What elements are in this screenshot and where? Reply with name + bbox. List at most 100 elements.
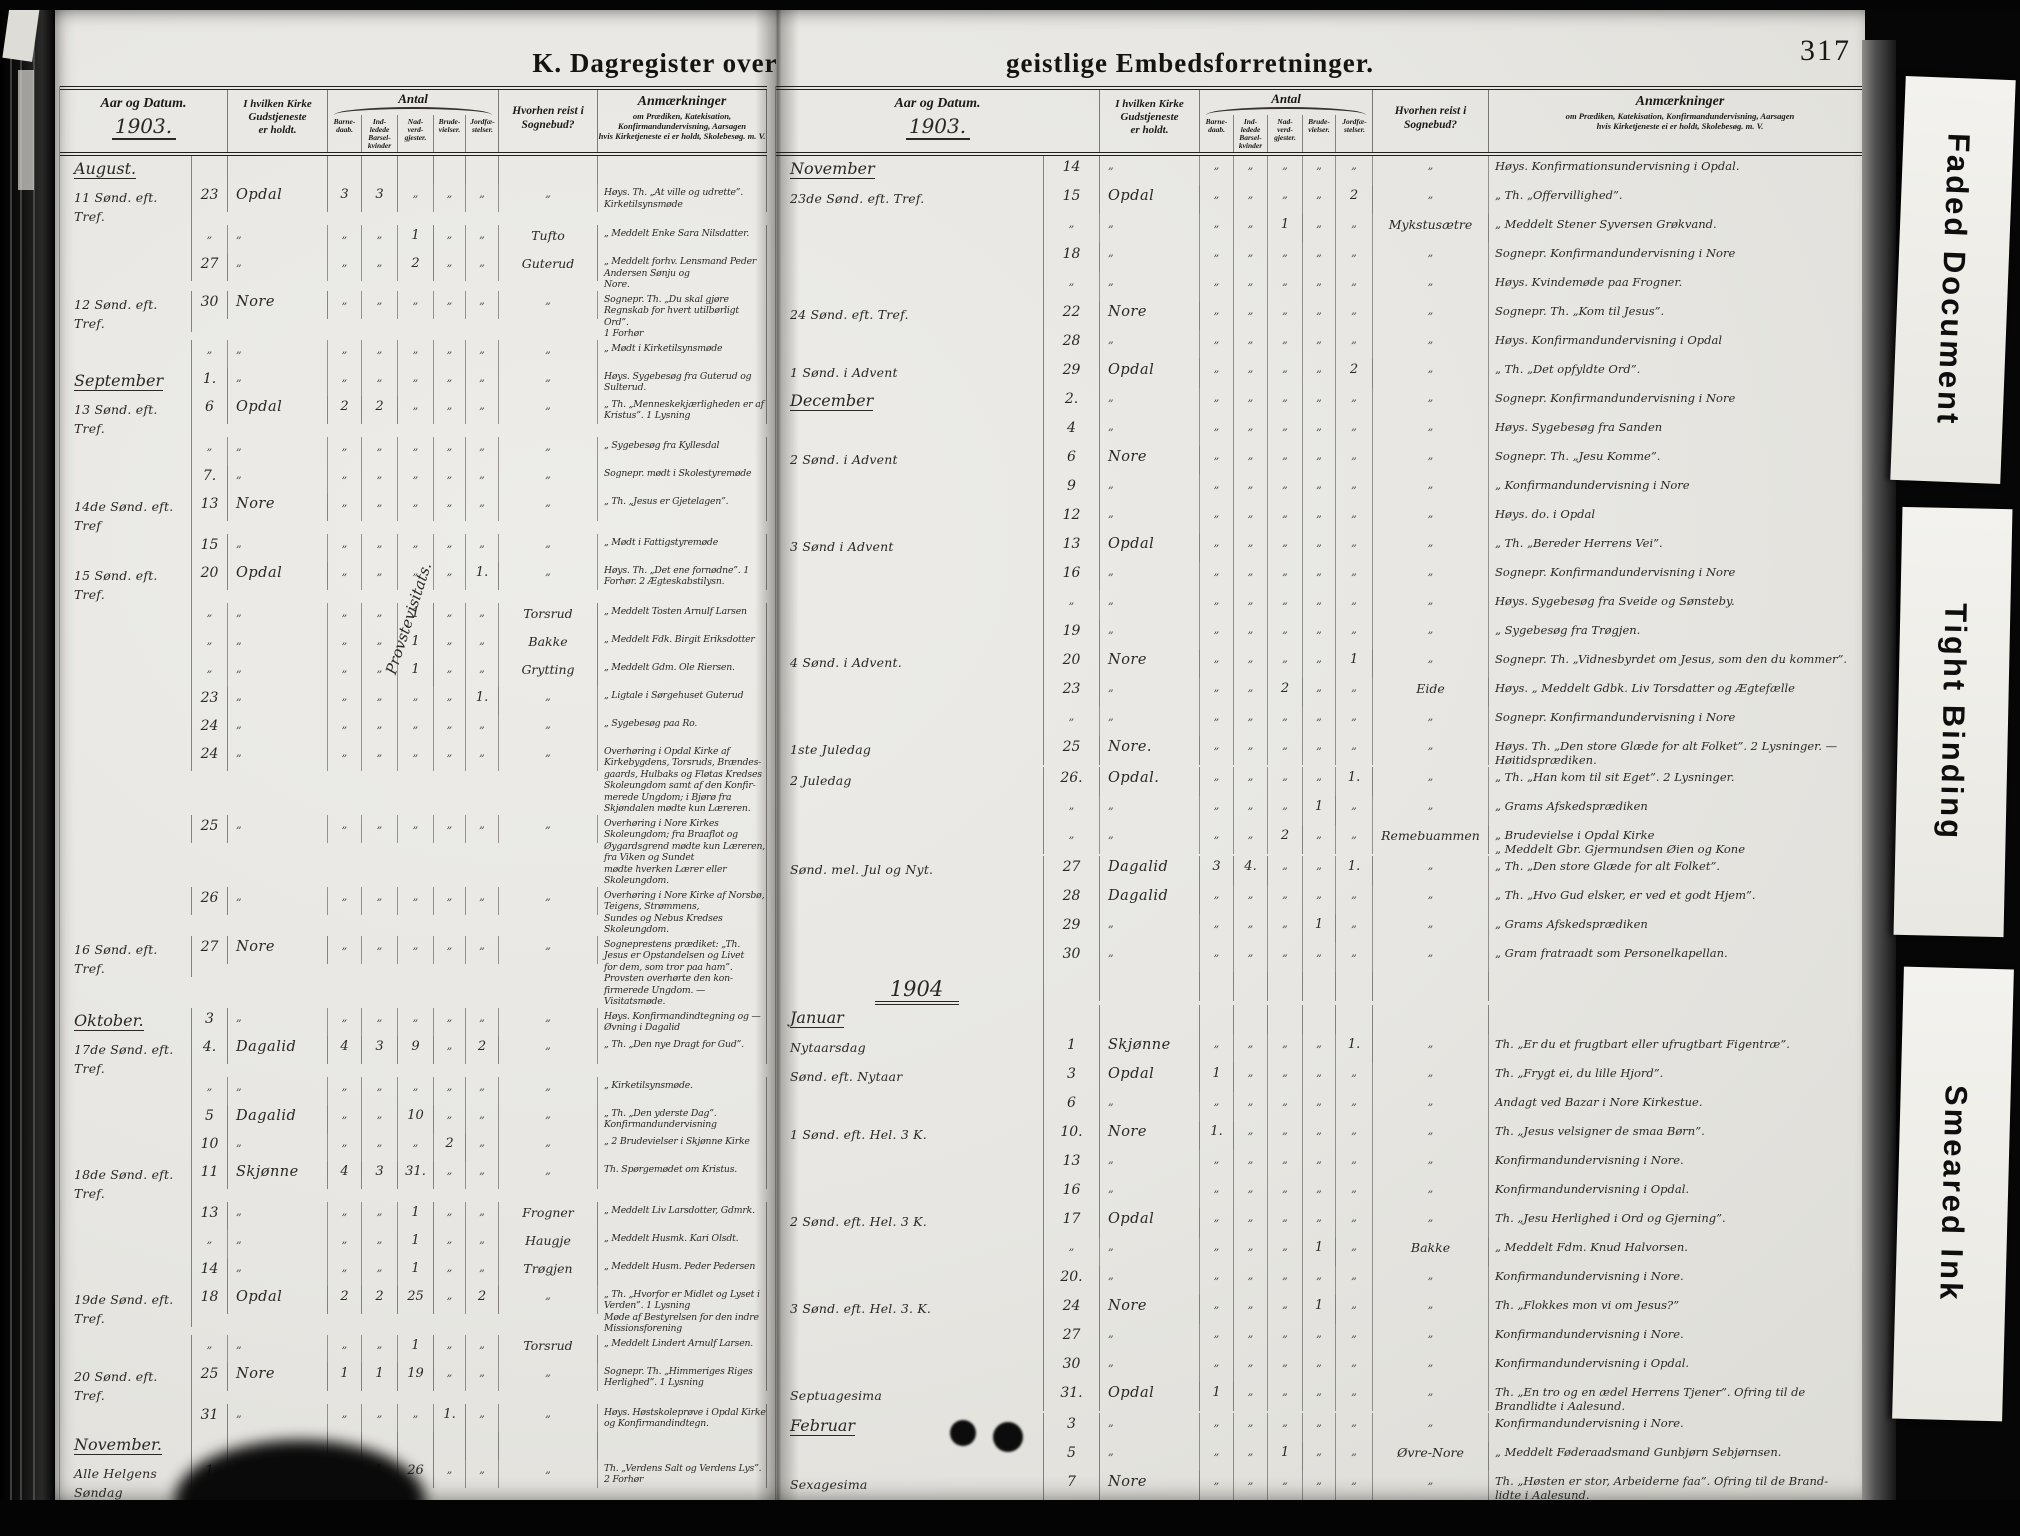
cell-sognebud: „ [1373,1208,1489,1237]
cell-remarks: Konfirmandundervisning i Opdal. [1489,1179,1872,1208]
cell-count-1: „ [1200,330,1234,359]
cell-sognebud: „ [1373,330,1489,359]
cell-church: Opdal [1100,1063,1200,1092]
table-rows: November 14 „ „ „ „ „ „ „ Høys. Konfirmationsunde… [776,156,1872,1500]
register-row: 30 „ „ „ „ „ „ „ Konfirmandundervisning i Opdal. [776,1353,1872,1382]
cell-count-1: „ [1200,301,1234,330]
register-row: 1ste Juledag 25 Nore. „ „ „ „ „ „ Høys. Th. „Den … [776,736,1872,767]
cell-date-label [776,1353,1044,1382]
cell-remarks [1489,972,1872,1001]
cell-church: „ [1100,1266,1200,1295]
cell-count-1: „ [328,1201,362,1230]
cell-count-4: „ [434,1104,466,1133]
cell-remarks: Høys. Th. „Den store Glæde for alt Folke… [1489,736,1872,767]
cell-date-label [776,243,1044,272]
cell-count-1: „ [1200,359,1234,388]
cell-count-1: „ [328,339,362,368]
cell-count-2: „ [362,1403,398,1432]
cell-count-2: „ [1234,1150,1268,1179]
cell-date-label: 14de Sønd. eft. Tref [60,492,192,534]
cell-count-4: „ [1303,359,1336,388]
cell-count-1: „ [1200,1237,1234,1266]
cell-day: 18 [1044,243,1100,272]
month-label: Februar [790,1416,856,1436]
register-row: „ „ „ „ 1 „ „ Torsrud „ Meddelt Tosten Arnulf La… [60,602,767,631]
cell-sognebud: „ [1373,1324,1489,1353]
cell-count-5: „ [1336,301,1373,330]
cell-count-4: „ [434,714,466,743]
cell-sognebud: „ [1373,620,1489,649]
register-row: 15 „ „ „ „ „ „ „ „ Mødt i Fattigstyremøde [60,533,767,562]
cell-remarks: Overhøring i Nore Kirkes Skoleungdom; fr… [598,814,767,887]
cell-count-1: 1 [1200,1382,1234,1411]
cell-church: Opdal [1100,185,1200,214]
cell-day: „ [1044,272,1100,301]
cell-count-2: „ [362,561,398,590]
register-row: 28 „ „ „ „ „ „ „ Høys. Konfirmandundervisning i … [776,330,1872,359]
cell-count-2: „ [1234,649,1268,678]
cell-count-1: „ [1200,156,1234,185]
cell-count-3: „ [1268,388,1303,417]
cell-count-3: „ [398,561,434,590]
cell-count-5: „ [466,1104,499,1133]
cell-date-label: December [776,388,1044,417]
cell-date-label: 2 Juledag [776,767,1044,796]
cell-remarks: „ Th. „Bereder Herrens Vei”. [1489,533,1872,562]
cell-count-4: „ [434,686,466,715]
cell-sognebud: „ [1373,943,1489,972]
cell-count-3: „ [1268,736,1303,765]
register-row: „ „ „ „ 1 „ „ Mykstusætre „ Meddelt Stener Syver… [776,214,1872,243]
cell-day: „ [1044,796,1100,825]
cell-remarks: „ Meddelt Gdm. Ole Riersen. [598,658,767,687]
sunday-label: 11 Sønd. eft. Tref. [74,190,158,224]
register-row: 20. „ „ „ „ „ „ „ Konfirmandundervisning i Nore. [776,1266,1872,1295]
cell-remarks: Høys. Sygebesøg fra Sveide og Sønsteby. [1489,591,1872,620]
cell-count-5: „ [1336,272,1373,301]
sunday-label: 15 Sønd. eft. Tref. [74,567,158,602]
cell-count-2 [1234,972,1268,1001]
cell-sognebud: „ [499,533,598,562]
header-remarks-subtitle: om Prædiken, Katekisation, Konfirmandund… [598,111,766,141]
cell-day: 25 [1044,736,1100,765]
cell-count-2: „ [1234,185,1268,214]
cell-count-4: „ [434,464,466,493]
cell-count-5: „ [466,1257,499,1286]
cell-remarks: Overhøring i Opdal Kirke af Kirkebygdens… [598,742,767,815]
cell-count-1: 2 [328,1285,362,1314]
cell-count-1: „ [328,714,362,743]
register-row: „ „ „ „ 1 „ „ Bakke „ Meddelt Fdk. Birgit Eriksd… [60,630,767,659]
cell-count-3: „ [1268,707,1303,736]
cell-remarks: „ Th. „Den store Glæde for alt Folket”. [1489,856,1872,885]
cell-count-2: „ [1234,533,1268,562]
cell-sognebud: „ [499,714,598,743]
cell-sognebud: „ [499,1132,598,1161]
cell-count-3: „ [1268,417,1303,446]
cell-count-3: „ [1268,1413,1303,1442]
cell-count-2: „ [362,1007,398,1036]
cell-count-1: „ [1200,796,1234,825]
month-label: August. [74,159,137,179]
register-row: 30 „ „ „ „ „ „ „ „ Gram fratraadt som Personelka… [776,943,1872,972]
cell-church: Opdal. [1100,767,1200,796]
register-row: 13 „ „ „ „ „ „ „ Konfirmandundervisning i Nore. [776,1150,1872,1179]
cell-day: 26. [1044,767,1100,796]
cell-count-3: „ [1268,272,1303,301]
cell-count-4: „ [434,367,466,396]
antal-brace [334,107,492,115]
cell-remarks [598,156,767,184]
cell-sognebud: „ [499,1035,598,1064]
cell-church: „ [1100,388,1200,417]
cell-count-1: „ [328,1076,362,1105]
cell-count-3: „ [1268,1237,1303,1266]
cell-day: 27 [192,935,228,964]
cell-day: 2. [1044,388,1100,417]
cell-count-1: „ [1200,914,1234,943]
cell-count-5: „ [1336,796,1373,825]
binding-hole [993,1422,1023,1452]
cell-church: „ [1100,1442,1200,1471]
cell-count-5: 1. [466,561,499,590]
cell-count-3: „ [1268,185,1303,214]
antal-subheader: Nad- verd- gjester. [398,115,434,152]
cell-count-3: „ [398,290,434,319]
register-row: 16 Sønd. eft. Tref. 27 Nore „ „ „ „ „ „ Sognepres… [60,935,767,1008]
